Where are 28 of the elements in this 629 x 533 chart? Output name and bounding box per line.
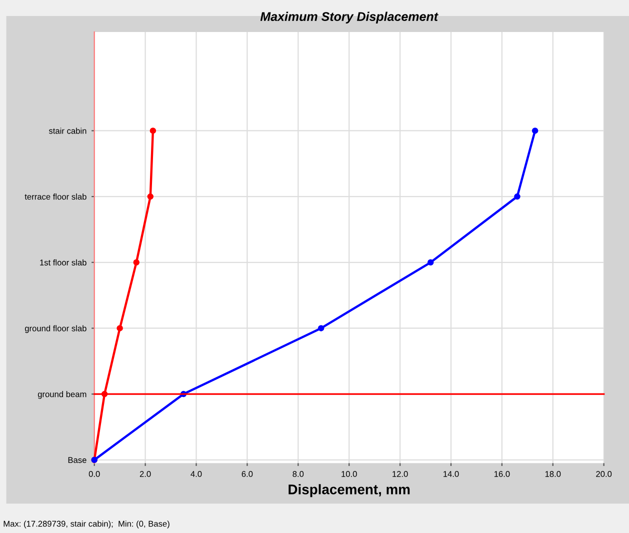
x-tick-label: 18.0 <box>545 471 561 477</box>
point <box>318 325 324 332</box>
chart-title: Maximum Story Displacement <box>260 12 438 24</box>
x-tick-label: 10.0 <box>342 471 357 477</box>
point <box>514 193 520 200</box>
y-tick-label: stair cabin <box>48 128 86 134</box>
point <box>147 193 154 200</box>
point <box>116 325 123 332</box>
x-tick-label: 4.0 <box>190 471 202 477</box>
x-tick-label: 16.0 <box>494 471 510 477</box>
point <box>532 128 538 134</box>
y-tick-label: ground floor slab <box>24 325 86 333</box>
x-axis-title: Displacement, mm <box>288 484 410 498</box>
y-tick-label: Base <box>68 457 86 463</box>
y-tick-label: terrace floor slab <box>24 194 86 200</box>
x-tick-label: 6.0 <box>242 471 253 477</box>
x-tick-label: 8.0 <box>292 471 304 477</box>
text: Max: (17.289739, stair cabin); Min: (0, Base) <box>4 520 170 528</box>
x-tick-label: 14.0 <box>444 471 459 477</box>
point <box>133 259 140 266</box>
x-tick-label: 2.0 <box>140 471 151 477</box>
y-tick-label: 1st floor slab <box>40 259 86 266</box>
x-tick-label: 20.0 <box>596 471 612 477</box>
point <box>427 259 434 266</box>
x-tick-label: 0.0 <box>88 471 100 477</box>
point <box>150 128 156 134</box>
y-tick-label: ground beam <box>38 391 86 399</box>
x-tick-label: 12.0 <box>392 471 408 477</box>
